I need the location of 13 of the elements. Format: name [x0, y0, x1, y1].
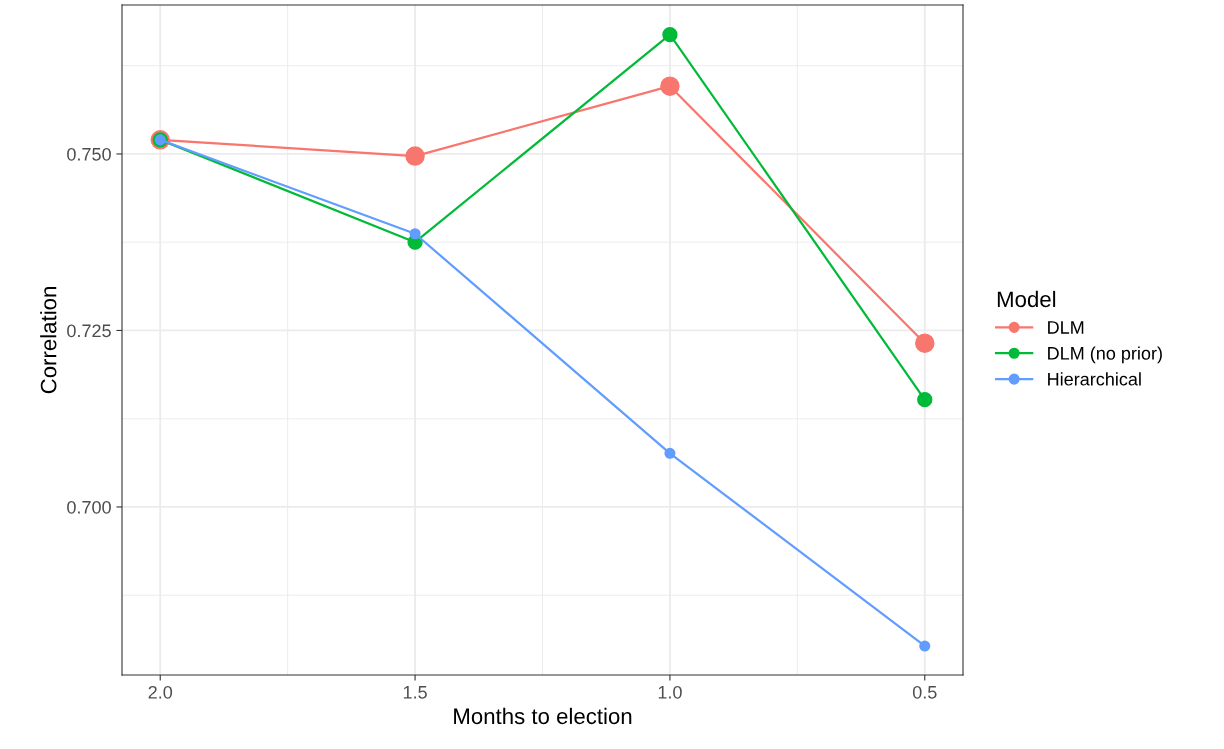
y-tick-label: 0.750: [67, 147, 111, 161]
legend-label: DLM (no prior): [1048, 346, 1162, 364]
x-tick-label: 0.5: [912, 685, 937, 699]
y-tick-label: 0.700: [67, 500, 111, 514]
x-axis-title: Months to election: [454, 707, 632, 725]
x-tick-label: 1.5: [403, 686, 427, 699]
x-tick-label: 1.0: [658, 685, 682, 699]
x-tick-label: 2.0: [148, 685, 173, 699]
legend-label: Hierarchical: [1048, 372, 1141, 386]
y-axis-title: Correlation: [40, 287, 57, 394]
legend-label: DLM: [1048, 321, 1084, 334]
legend-title: Model: [997, 290, 1056, 308]
y-tick-label: 0.725: [67, 324, 111, 338]
